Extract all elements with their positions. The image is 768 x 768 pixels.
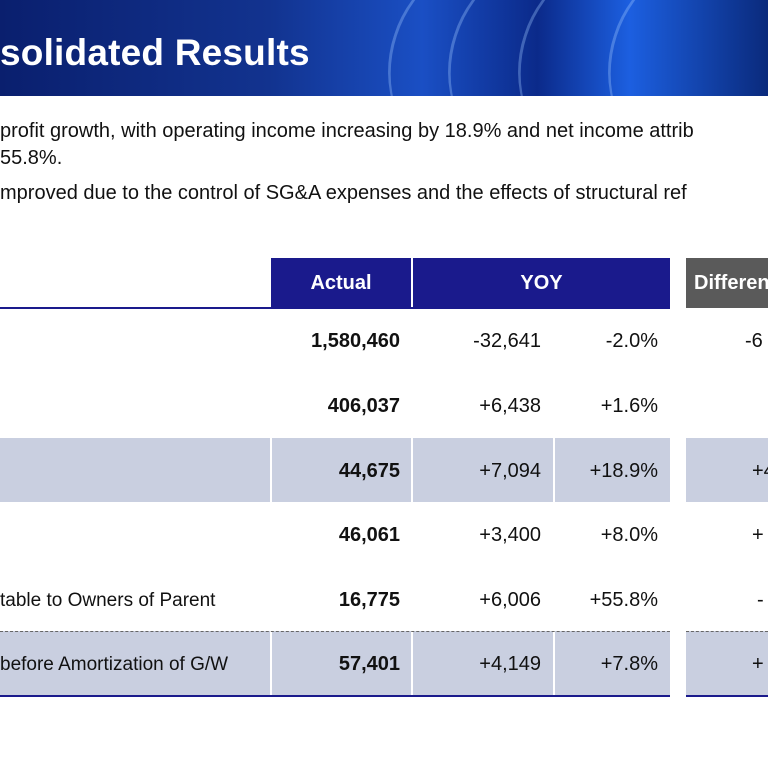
cell-diff: +4 [752,460,768,482]
intro-line-2: 55.8%. [0,147,63,169]
cell-yoy-pct: -2.0% [605,330,658,352]
cell-diff: + [752,653,764,675]
column-separator [411,631,413,695]
header-underline [0,307,670,309]
column-separator [270,438,272,502]
cell-yoy-amount: +4,149 [479,653,541,675]
cell-yoy-pct: +7.8% [600,653,658,675]
cell-yoy-pct: +1.6% [600,395,658,417]
cell-yoy-pct: +18.9% [589,460,658,482]
row-divider [0,631,670,632]
column-separator [553,438,555,502]
column-separator [553,631,555,695]
cell-yoy-amount: +7,094 [479,460,541,482]
row-shade [0,631,670,695]
cell-yoy-amount: +3,400 [479,524,541,546]
cell-yoy-pct: +55.8% [589,589,658,611]
cell-diff: - [757,589,764,611]
cell-diff: + [752,524,764,546]
intro-line-1: profit growth, with operating income inc… [0,120,694,142]
header-banner: solidated Results [0,0,768,96]
row-label: before Amortization of G/W [0,654,229,675]
cell-actual: 44,675 [338,460,400,482]
cell-actual: 16,775 [338,589,400,611]
header-yoy: YOY [413,258,670,308]
row-divider [686,631,768,632]
row-label: table to Owners of Parent [0,590,216,611]
page-title: solidated Results [0,32,310,73]
row-shade [686,438,768,502]
intro-line-3: mproved due to the control of SG&A expen… [0,182,687,204]
header-difference: Differen [686,258,768,308]
cell-yoy-amount: +6,438 [479,395,541,417]
table-bottom-rule [0,695,670,697]
row-shade [0,438,670,502]
cell-actual: 57,401 [338,653,400,675]
cell-diff: -6 [745,330,763,352]
cell-actual: 46,061 [338,524,400,546]
cell-actual: 1,580,460 [311,330,400,352]
row-shade [686,631,768,695]
column-separator [270,631,272,695]
cell-yoy-amount: -32,641 [473,330,541,352]
table-bottom-rule [686,695,768,697]
column-separator [411,438,413,502]
cell-actual: 406,037 [327,395,400,417]
header-actual: Actual [271,258,411,308]
cell-yoy-pct: +8.0% [600,524,658,546]
cell-yoy-amount: +6,006 [479,589,541,611]
